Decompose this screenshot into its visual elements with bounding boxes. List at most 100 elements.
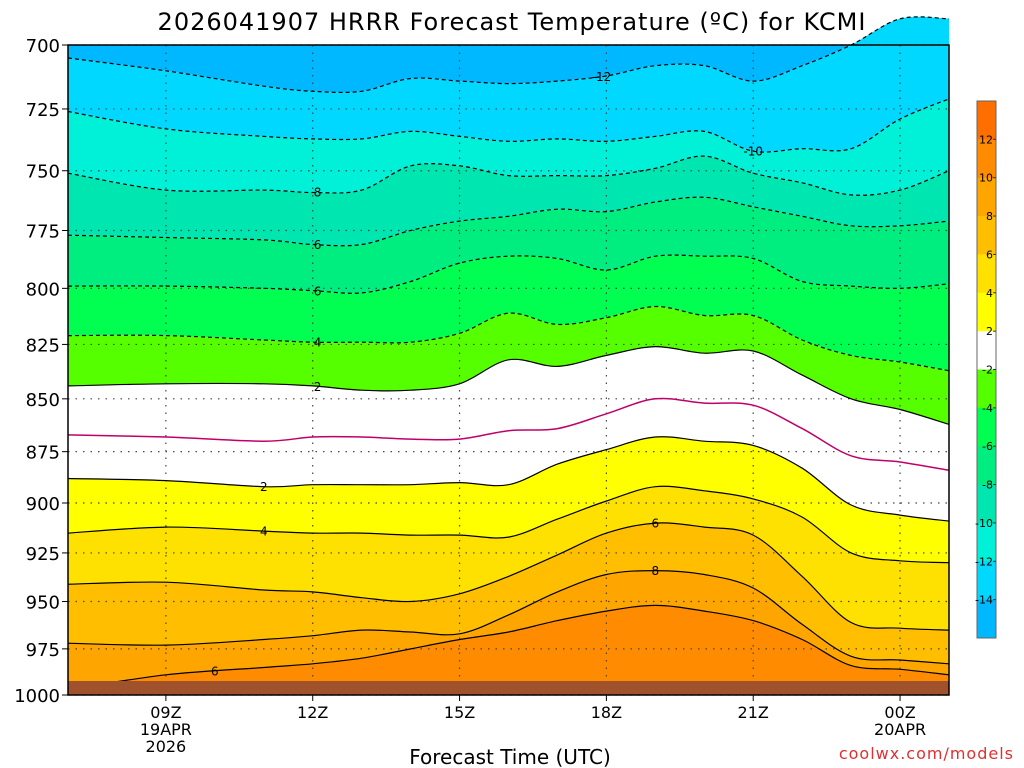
isotherm-line [67,397,950,472]
ground-strip [68,681,949,695]
isotherm-label: 8 [314,186,322,200]
isotherm-line [67,522,950,631]
colorbar-label: -6 [982,440,993,453]
y-tick-label: 875 [26,443,60,464]
isotherm-line [67,155,950,196]
colorbar-label: 12 [979,133,993,146]
x-tick-label: 19APR [140,720,192,739]
y-tick-label: 775 [26,221,60,242]
isotherm-line [67,16,950,94]
colorbar-label: -10 [975,517,993,530]
isotherm-label-text: 4 [314,336,322,350]
fill-band [68,522,949,664]
isotherm-line [67,196,950,247]
temperature-fill-bands [68,16,949,695]
colorbar-swatch [977,139,996,179]
fill-band [68,255,949,371]
colorbar-label: 10 [979,172,993,185]
y-tick-label: 975 [26,640,60,661]
colorbar-swatch [977,369,996,409]
y-tick-label: 900 [26,494,60,515]
isotherm-label: 4 [260,525,268,539]
isotherm-label-text: 6 [314,238,322,252]
fill-band [68,197,949,294]
y-tick-label: 850 [26,390,60,411]
isotherm-label-text: 2 [260,480,268,494]
isotherm-label: 2 [260,480,268,494]
x-tick-label: 21Z [738,703,769,722]
colorbar-label: 6 [986,248,993,261]
y-tick-label: 1000 [14,686,60,707]
isotherm-line [67,345,950,425]
fill-band [68,486,949,631]
colorbar-label: 8 [986,210,993,223]
fill-band [68,306,949,425]
isotherm-label: 4 [314,336,322,350]
colorbar-swatch [977,522,996,562]
isotherm-line [67,98,950,153]
isotherm-label: 2 [314,380,322,394]
y-axis: 700 725 750 775 800 825 850 875 900 925 950 975 1000 [14,36,68,707]
isotherm-line [67,569,950,665]
colorbar-swatch [977,331,996,370]
fill-band [68,436,949,563]
colorbar-swatch [977,561,996,601]
x-tick-label: 15Z [444,703,475,722]
colorbar: 12 10 8 6 4 2 -2 -4 -6 -8 -10 -12 -14 [975,100,997,639]
x-tick-label: 12Z [297,703,328,722]
colorbar-label: -8 [982,479,993,492]
colorbar-label: 4 [986,287,993,300]
isotherm-label: 6 [211,665,219,679]
colorbar-swatch [977,599,996,639]
colorbar-swatch [977,484,996,524]
colorbar-swatch [977,292,996,332]
isotherm-lines [67,16,950,691]
colorbar-label: 2 [986,325,993,338]
isotherm-labels: -12 -10 8 6 6 4 2 2 4 6 8 6 [211,70,763,679]
colorbar-label: -2 [982,364,993,377]
y-tick-label: 750 [26,162,60,183]
colorbar-swatch [977,177,996,217]
isotherm-line [67,485,950,564]
y-tick-label: 925 [26,544,60,565]
isotherm-label: 8 [652,564,660,578]
y-tick-label: 800 [26,279,60,300]
colorbar-swatch [977,101,996,140]
isotherm-line [67,436,950,522]
chart-title: 2026041907 HRRR Forecast Temperature (ºC… [158,8,867,36]
isotherm-label-text: 6 [652,517,660,531]
fill-band [68,16,949,93]
x-tick-label: 20APR [874,720,926,739]
fill-band [68,398,949,522]
isotherm-label-text: -12 [592,70,612,84]
isotherm-label-text: 4 [260,525,268,539]
y-tick-label: 700 [26,36,60,57]
isotherm-label: -10 [743,145,763,159]
colorbar-label: -12 [975,555,993,568]
colorbar-label: -14 [975,594,993,607]
x-axis-label: Forecast Time (UTC) [409,745,611,768]
fill-band [68,98,949,196]
x-tick-label: 18Z [591,703,622,722]
colorbar-swatch [977,254,996,294]
x-tick-label: 00Z [884,703,915,722]
x-tick-label: 09Z [150,703,181,722]
isotherm-label-text: 6 [211,665,219,679]
colorbar-swatch [977,407,996,447]
colorbar-swatch [977,446,996,486]
fill-band [68,156,949,246]
isotherm-label-text: 8 [314,186,322,200]
isotherm-label: 6 [314,284,322,298]
y-tick-label: 725 [26,100,60,121]
fill-band [68,605,949,695]
colorbar-swatch [977,216,996,255]
plot-frame [67,44,950,696]
colorbar-label: -4 [982,402,993,415]
isotherm-line [67,305,950,372]
isotherm-line [67,604,950,691]
isotherm-label-text: 8 [652,564,660,578]
fill-band [68,570,949,690]
isotherm-label-text: 2 [314,380,322,394]
